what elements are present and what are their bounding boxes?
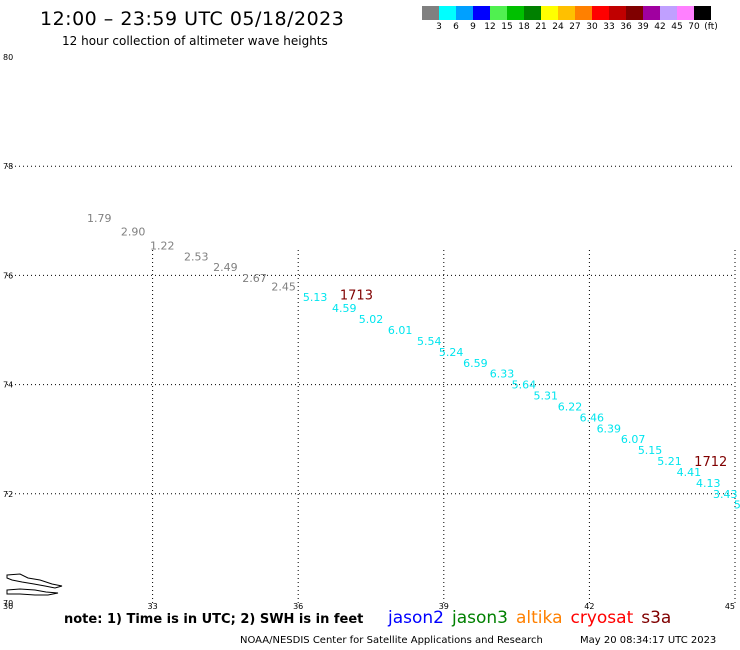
wave-height-label: 4.13 bbox=[696, 477, 721, 490]
color-scale-label: 18 bbox=[518, 22, 530, 32]
wave-height-label: 5.15 bbox=[638, 444, 663, 457]
color-scale-label: (ft) bbox=[704, 22, 718, 32]
legend-item-s3a: s3a bbox=[641, 608, 672, 628]
color-scale-label: 12 bbox=[484, 22, 496, 32]
wave-height-label: 5.31 bbox=[533, 390, 558, 403]
color-scale-label: 21 bbox=[535, 22, 547, 32]
color-scale-label: 70 bbox=[688, 22, 700, 32]
wave-height-label: 6.22 bbox=[558, 400, 583, 413]
legend-item-jason2: jason2 bbox=[388, 608, 444, 628]
color-scale-label: 27 bbox=[569, 22, 581, 32]
color-swatch-16 bbox=[694, 6, 711, 20]
footer-credit: NOAA/NESDIS Center for Satellite Applica… bbox=[240, 635, 543, 646]
color-swatch-11 bbox=[609, 6, 626, 20]
track-time-label: 1713 bbox=[340, 289, 373, 304]
wave-height-label: 5.02 bbox=[359, 313, 384, 326]
wave-height-label: 6.59 bbox=[463, 357, 488, 370]
wave-height-label: 3.43 bbox=[713, 488, 738, 501]
color-swatch-12 bbox=[626, 6, 643, 20]
wave-height-label: 5.21 bbox=[657, 455, 682, 468]
wave-height-label: 2.45 bbox=[271, 280, 296, 293]
wave-height-label: 2.53 bbox=[184, 250, 209, 263]
y-tick-label: 74 bbox=[3, 381, 13, 390]
color-swatch-2 bbox=[456, 6, 473, 20]
chart-subtitle: 12 hour collection of altimeter wave hei… bbox=[62, 34, 328, 48]
x-tick-label: 45 bbox=[725, 602, 735, 611]
wave-height-label: 6.46 bbox=[580, 411, 605, 424]
y-tick-label: 70 bbox=[3, 599, 13, 608]
wave-height-label: 4.41 bbox=[677, 466, 702, 479]
color-scale-label: 3 bbox=[436, 22, 442, 32]
x-tick-label: 39 bbox=[439, 602, 449, 611]
wave-height-label: 1.22 bbox=[150, 239, 175, 252]
legend-item-jason3: jason3 bbox=[452, 608, 508, 628]
wave-height-label: 4.59 bbox=[332, 302, 357, 315]
color-swatch-13 bbox=[643, 6, 660, 20]
wave-height-label: 5.24 bbox=[439, 346, 464, 359]
color-scale-label: 15 bbox=[501, 22, 513, 32]
color-swatch-7 bbox=[541, 6, 558, 20]
x-tick-label: 42 bbox=[584, 602, 594, 611]
wave-height-label: 6.33 bbox=[490, 368, 515, 381]
wave-height-label: 5.13 bbox=[303, 291, 328, 304]
wave-height-label: 6.01 bbox=[388, 324, 413, 337]
x-tick-label: 33 bbox=[148, 602, 158, 611]
satellite-legend: jason2 jason3 altika cryosat s3a bbox=[388, 608, 671, 628]
legend-item-altika: altika bbox=[516, 608, 563, 628]
color-scale-label: 33 bbox=[603, 22, 615, 32]
wave-height-label: 5.64 bbox=[512, 379, 537, 392]
x-tick-label: 30 bbox=[3, 602, 13, 611]
color-swatch-1 bbox=[439, 6, 456, 20]
note-text: note: 1) Time is in UTC; 2) SWH is in fe… bbox=[64, 612, 364, 627]
color-swatch-4 bbox=[490, 6, 507, 20]
wave-height-label: 2.49 bbox=[213, 261, 238, 274]
color-swatch-6 bbox=[524, 6, 541, 20]
color-scale-label: 45 bbox=[671, 22, 683, 32]
color-swatch-15 bbox=[677, 6, 694, 20]
color-scale-label: 6 bbox=[453, 22, 459, 32]
color-swatch-9 bbox=[575, 6, 592, 20]
color-scale-label: 9 bbox=[470, 22, 476, 32]
color-swatch-0 bbox=[422, 6, 439, 20]
legend-item-cryosat: cryosat bbox=[570, 608, 634, 628]
wave-height-label: 5.54 bbox=[417, 335, 442, 348]
color-scale-label: 39 bbox=[637, 22, 649, 32]
footer-timestamp: May 20 08:34:17 UTC 2023 bbox=[580, 635, 717, 646]
y-tick-label: 80 bbox=[3, 53, 13, 62]
color-scale-label: 30 bbox=[586, 22, 598, 32]
y-tick-label: 76 bbox=[3, 271, 13, 280]
wave-height-label: 2.67 bbox=[242, 272, 267, 285]
color-scale-labels: 3 6 9 12 15 18 21 24 27 30 33 36 39 42 45 70 (ft) bbox=[422, 22, 740, 34]
color-swatch-5 bbox=[507, 6, 524, 20]
y-tick-label: 78 bbox=[3, 162, 13, 171]
color-swatch-3 bbox=[473, 6, 490, 20]
track-time-label: 1712 bbox=[694, 455, 727, 470]
y-tick-label: 72 bbox=[3, 490, 13, 499]
color-swatch-8 bbox=[558, 6, 575, 20]
chart-title: 12:00 – 23:59 UTC 05/18/2023 bbox=[40, 8, 345, 30]
color-scale-label: 42 bbox=[654, 22, 666, 32]
color-swatch-14 bbox=[660, 6, 677, 20]
coastline-outline bbox=[6, 573, 63, 596]
x-tick-label: 36 bbox=[293, 602, 303, 611]
wave-height-label: 6.07 bbox=[621, 433, 646, 446]
color-swatch-10 bbox=[592, 6, 609, 20]
wave-height-label: 6.39 bbox=[597, 422, 622, 435]
color-scale-label: 24 bbox=[552, 22, 564, 32]
wave-height-label: 1.79 bbox=[87, 212, 112, 225]
wave-height-label: 5 bbox=[734, 499, 740, 512]
color-scale-bar bbox=[422, 6, 711, 20]
color-scale-label: 36 bbox=[620, 22, 632, 32]
wave-height-label: 2.90 bbox=[121, 226, 146, 239]
